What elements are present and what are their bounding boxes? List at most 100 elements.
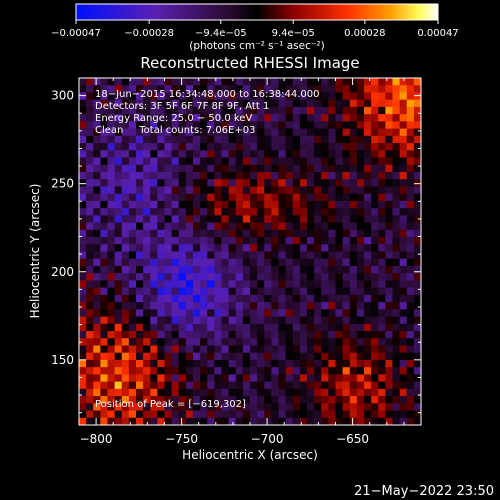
heatmap-cell <box>185 388 194 397</box>
heatmap-cell <box>413 251 421 260</box>
heatmap-cell <box>364 85 372 94</box>
heatmap-cell <box>271 309 280 318</box>
heatmap-cell <box>250 99 258 108</box>
heatmap-cell <box>150 164 158 173</box>
heatmap-cell <box>364 331 372 339</box>
heatmap-cell <box>93 302 101 310</box>
heatmap-cell <box>242 85 251 94</box>
heatmap-cell <box>371 273 379 282</box>
heatmap-cell <box>178 417 187 425</box>
heatmap-cell <box>143 237 151 245</box>
heatmap-cell <box>285 150 294 159</box>
heatmap-cell <box>128 273 137 282</box>
heatmap-cell <box>285 121 294 130</box>
heatmap-cell <box>328 367 337 375</box>
heatmap-cell <box>86 229 94 238</box>
heatmap-cell <box>321 367 329 375</box>
heatmap-cell <box>178 251 187 260</box>
heatmap-cell <box>385 157 394 166</box>
heatmap-cell <box>364 287 372 296</box>
heatmap-cell <box>235 338 244 347</box>
heatmap-cell <box>79 237 87 245</box>
heatmap-cell <box>157 85 166 94</box>
heatmap-cell <box>171 381 180 390</box>
heatmap-cell <box>79 99 87 108</box>
heatmap-cell <box>406 106 415 115</box>
heatmap-cell <box>378 251 386 260</box>
heatmap-cell <box>342 294 351 303</box>
heatmap-cell <box>307 171 315 180</box>
heatmap-cell <box>257 135 265 144</box>
heatmap-cell <box>207 359 215 368</box>
heatmap-cell <box>200 121 208 130</box>
heatmap-cell <box>385 171 394 180</box>
heatmap-cell <box>342 410 351 419</box>
heatmap-cell <box>356 157 365 166</box>
heatmap-cell <box>235 280 244 289</box>
heatmap-cell <box>321 92 329 101</box>
heatmap-cell <box>406 381 415 390</box>
heatmap-cell <box>107 410 116 419</box>
heatmap-cell <box>242 157 251 166</box>
heatmap-cell <box>107 359 116 368</box>
heatmap-cell <box>356 114 365 122</box>
heatmap-cell <box>100 359 109 368</box>
heatmap-cell <box>193 121 201 130</box>
heatmap-cell <box>79 114 87 122</box>
heatmap-cell <box>235 388 244 397</box>
heatmap-cell <box>143 143 151 151</box>
heatmap-cell <box>228 323 237 332</box>
heatmap-cell <box>328 323 337 332</box>
heatmap-cell <box>157 302 166 310</box>
heatmap-cell <box>307 309 315 318</box>
heatmap-cell <box>364 200 372 209</box>
heatmap-cell <box>271 92 280 101</box>
heatmap-cell <box>178 410 187 419</box>
heatmap-cell <box>307 85 315 94</box>
heatmap-cell <box>136 200 144 209</box>
heatmap-cell <box>207 85 215 94</box>
heatmap-cell <box>257 128 265 137</box>
heatmap-cell <box>371 92 379 101</box>
heatmap-cell <box>364 215 372 224</box>
heatmap-cell <box>100 171 109 180</box>
heatmap-cell <box>193 396 201 404</box>
heatmap-cell <box>292 171 301 180</box>
heatmap-cell <box>207 179 215 188</box>
heatmap-cell <box>285 179 294 188</box>
heatmap-cell <box>143 417 151 425</box>
heatmap-cell <box>207 222 215 231</box>
heatmap-cell <box>86 273 94 282</box>
heatmap-cell <box>299 215 308 224</box>
heatmap-cell <box>193 171 201 180</box>
heatmap-cell <box>285 92 294 101</box>
heatmap-cell <box>221 143 230 151</box>
heatmap-cell <box>371 222 379 231</box>
heatmap-cell <box>157 258 166 267</box>
heatmap-cell <box>114 78 123 86</box>
heatmap-cell <box>342 338 351 347</box>
heatmap-cell <box>321 171 329 180</box>
heatmap-cell <box>193 417 201 425</box>
heatmap-cell <box>86 265 94 274</box>
heatmap-cell <box>264 244 272 253</box>
heatmap-cell <box>242 229 251 238</box>
heatmap-cell <box>413 106 421 115</box>
heatmap-cell <box>121 294 130 303</box>
heatmap-cell <box>321 331 329 339</box>
heatmap-cell <box>406 374 415 383</box>
heatmap-cell <box>406 193 415 202</box>
heatmap-cell <box>314 410 322 419</box>
heatmap-cell <box>271 121 280 130</box>
heatmap-cell <box>164 309 173 318</box>
heatmap-cell <box>264 345 272 354</box>
heatmap-cell <box>385 417 394 425</box>
heatmap-cell <box>114 114 123 122</box>
heatmap-cell <box>314 294 322 303</box>
heatmap-cell <box>264 208 272 216</box>
heatmap-cell <box>235 359 244 368</box>
heatmap-cell <box>299 396 308 404</box>
heatmap-cell <box>378 99 386 108</box>
heatmap-cell <box>278 323 287 332</box>
heatmap-cell <box>364 388 372 397</box>
